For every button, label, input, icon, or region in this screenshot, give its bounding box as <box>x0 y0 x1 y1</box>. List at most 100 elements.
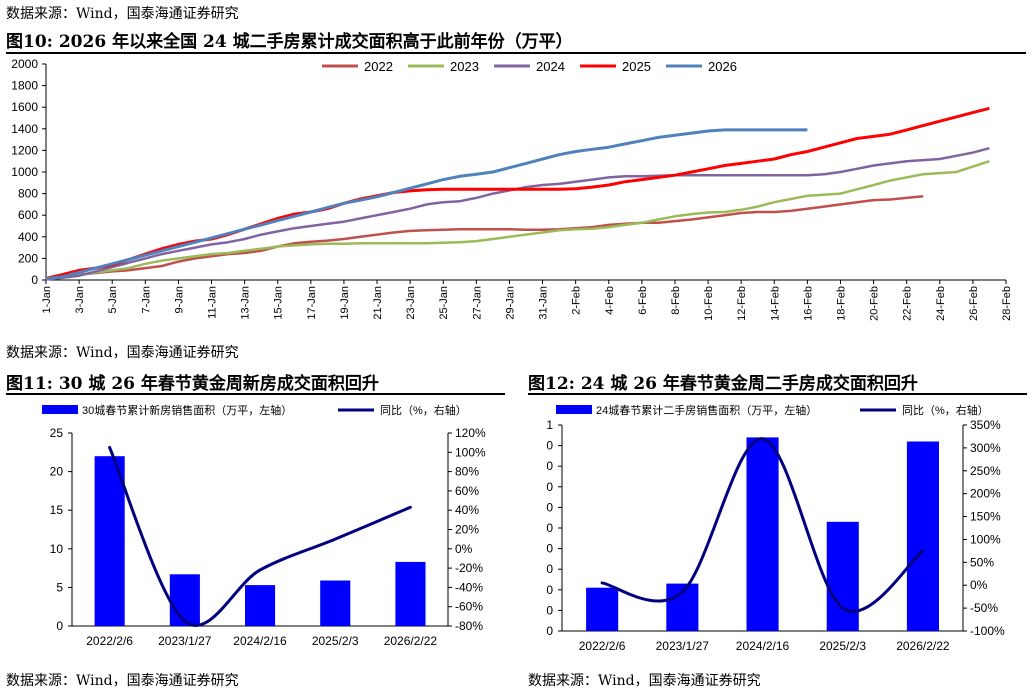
right-tick-label: 40% <box>455 503 479 517</box>
category-label: 2023/1/27 <box>656 639 710 653</box>
y-tick-label: 600 <box>18 208 38 222</box>
left-tick-label: 0 <box>546 603 553 617</box>
left-tick-label: 0 <box>56 619 63 633</box>
x-tick-label: 4-Feb <box>604 286 616 315</box>
left-tick-label: 0 <box>546 542 553 556</box>
y-tick-label: 1200 <box>11 143 38 157</box>
bar-2025/2/3 <box>320 580 351 626</box>
y-tick-label: 1800 <box>11 79 38 93</box>
legend-label-2025: 2025 <box>622 59 651 74</box>
right-tick-label: 120% <box>455 426 486 440</box>
left-tick-label: 20 <box>50 465 64 479</box>
x-tick-label: 15-Jan <box>273 286 285 320</box>
series-line-2022 <box>45 195 924 281</box>
fig11-title-rule <box>6 393 505 395</box>
right-tick-label: 50% <box>970 555 994 569</box>
bar-2023/1/27 <box>169 574 200 626</box>
legend-label-2024: 2024 <box>536 59 565 74</box>
legend-bar-label: 24城春节累计二手房销售面积（万平，左轴） <box>596 403 817 417</box>
category-label: 2025/2/3 <box>819 639 866 653</box>
legend-line-label: 同比（%，右轴） <box>902 403 989 417</box>
bar-2026/2/22 <box>906 441 939 631</box>
fig12-chart: 24城春节累计二手房销售面积（万平，左轴） 同比（%，右轴） 0 0 0 0 0 0 0 0 0 0 1… <box>546 403 1005 653</box>
right-tick-label: 0% <box>970 578 988 592</box>
top-source: 数据来源：Wind，国泰海通证券研究 <box>6 6 239 22</box>
legend-bar-swatch <box>556 405 592 414</box>
fig10-source: 数据来源：Wind，国泰海通证券研究 <box>6 345 239 361</box>
x-tick-label: 5-Jan <box>107 286 119 314</box>
legend-bar-label: 30城春节累计新房销售面积（万平，左轴） <box>82 403 292 417</box>
legend-bar-swatch <box>42 405 78 414</box>
y-tick-label: 1000 <box>11 165 38 179</box>
left-tick-label: 0 <box>546 562 553 576</box>
bar-2022/2/6 <box>586 587 619 631</box>
x-tick-label: 23-Jan <box>405 286 417 320</box>
left-tick-label: 5 <box>56 580 63 594</box>
x-tick-label: 24-Feb <box>935 286 947 321</box>
right-tick-label: 100% <box>455 445 486 459</box>
right-tick-label: 150% <box>970 510 1001 524</box>
category-label: 2022/2/6 <box>579 639 626 653</box>
fig11-title: 图11: 30 城 26 年春节黄金周新房成交面积回升 <box>6 374 379 394</box>
fig10-title-rule <box>6 52 1026 54</box>
x-tick-label: 11-Jan <box>207 286 219 319</box>
x-tick-label: 29-Jan <box>504 286 516 320</box>
legend-label-2022: 2022 <box>364 59 393 74</box>
fig11-source: 数据来源：Wind，国泰海通证券研究 <box>6 673 239 689</box>
x-tick-label: 20-Feb <box>869 286 881 321</box>
right-tick-label: 350% <box>970 418 1001 432</box>
right-tick-label: 300% <box>970 441 1001 455</box>
bar-2026/2/22 <box>395 561 426 626</box>
legend-label-2026: 2026 <box>708 59 737 74</box>
category-label: 2024/2/16 <box>736 639 790 653</box>
y-tick-label: 200 <box>18 251 38 265</box>
fig12-source: 数据来源：Wind，国泰海通证券研究 <box>528 673 761 689</box>
series-line-2026 <box>45 128 808 281</box>
right-tick-label: -80% <box>455 619 483 633</box>
fig10-title: 图10: 2026 年以来全国 24 城二手房累计成交面积高于此前年份（万平） <box>6 32 573 52</box>
left-tick-label: 0 <box>546 459 553 473</box>
left-tick-label: 0 <box>546 624 553 638</box>
left-tick-label: 0 <box>546 521 553 535</box>
right-tick-label: 250% <box>970 464 1001 478</box>
x-tick-label: 14-Feb <box>769 286 781 321</box>
x-tick-label: 18-Feb <box>835 286 847 321</box>
category-label: 2026/2/22 <box>896 639 950 653</box>
left-tick-label: 0 <box>546 439 553 453</box>
category-label: 2025/2/3 <box>312 634 359 648</box>
fig12-title: 图12: 24 城 26 年春节黄金周二手房成交面积回升 <box>528 374 918 394</box>
y-tick-label: 0 <box>31 273 38 287</box>
x-tick-label: 16-Feb <box>802 286 814 321</box>
right-tick-label: -60% <box>455 600 483 614</box>
x-tick-label: 7-Jan <box>140 286 152 314</box>
fig11-chart: 30城春节累计新房销售面积（万平，左轴） 同比（%，右轴） 0 5 10 15 20 25 -8… <box>42 403 486 648</box>
legend-line-label: 同比（%，右轴） <box>380 403 467 417</box>
left-tick-label: 1 <box>546 418 553 432</box>
right-tick-label: -20% <box>455 561 483 575</box>
category-label: 2024/2/16 <box>233 634 287 648</box>
right-tick-label: 60% <box>455 484 479 498</box>
right-tick-label: 0% <box>455 542 473 556</box>
bar-2024/2/16 <box>245 585 276 626</box>
yoy-line <box>600 437 925 613</box>
x-tick-label: 26-Feb <box>968 286 980 321</box>
x-tick-label: 13-Jan <box>240 286 252 320</box>
series-line-2025 <box>45 106 990 280</box>
left-tick-label: 25 <box>50 426 64 440</box>
x-tick-label: 12-Feb <box>736 286 748 321</box>
x-tick-label: 10-Feb <box>703 286 715 321</box>
left-tick-label: 0 <box>546 500 553 514</box>
category-label: 2022/2/6 <box>86 634 133 648</box>
y-tick-label: 800 <box>18 187 38 201</box>
x-tick-label: 17-Jan <box>306 286 318 320</box>
x-tick-label: 19-Jan <box>339 286 351 320</box>
series-line-2023 <box>45 160 990 281</box>
yoy-line <box>108 445 412 627</box>
right-tick-label: 20% <box>455 523 479 537</box>
legend-label-2023: 2023 <box>450 59 479 74</box>
right-tick-label: -40% <box>455 580 483 594</box>
left-tick-label: 0 <box>546 583 553 597</box>
x-tick-label: 9-Jan <box>173 286 185 314</box>
bar-2022/2/6 <box>94 456 125 626</box>
category-label: 2023/1/27 <box>158 634 212 648</box>
